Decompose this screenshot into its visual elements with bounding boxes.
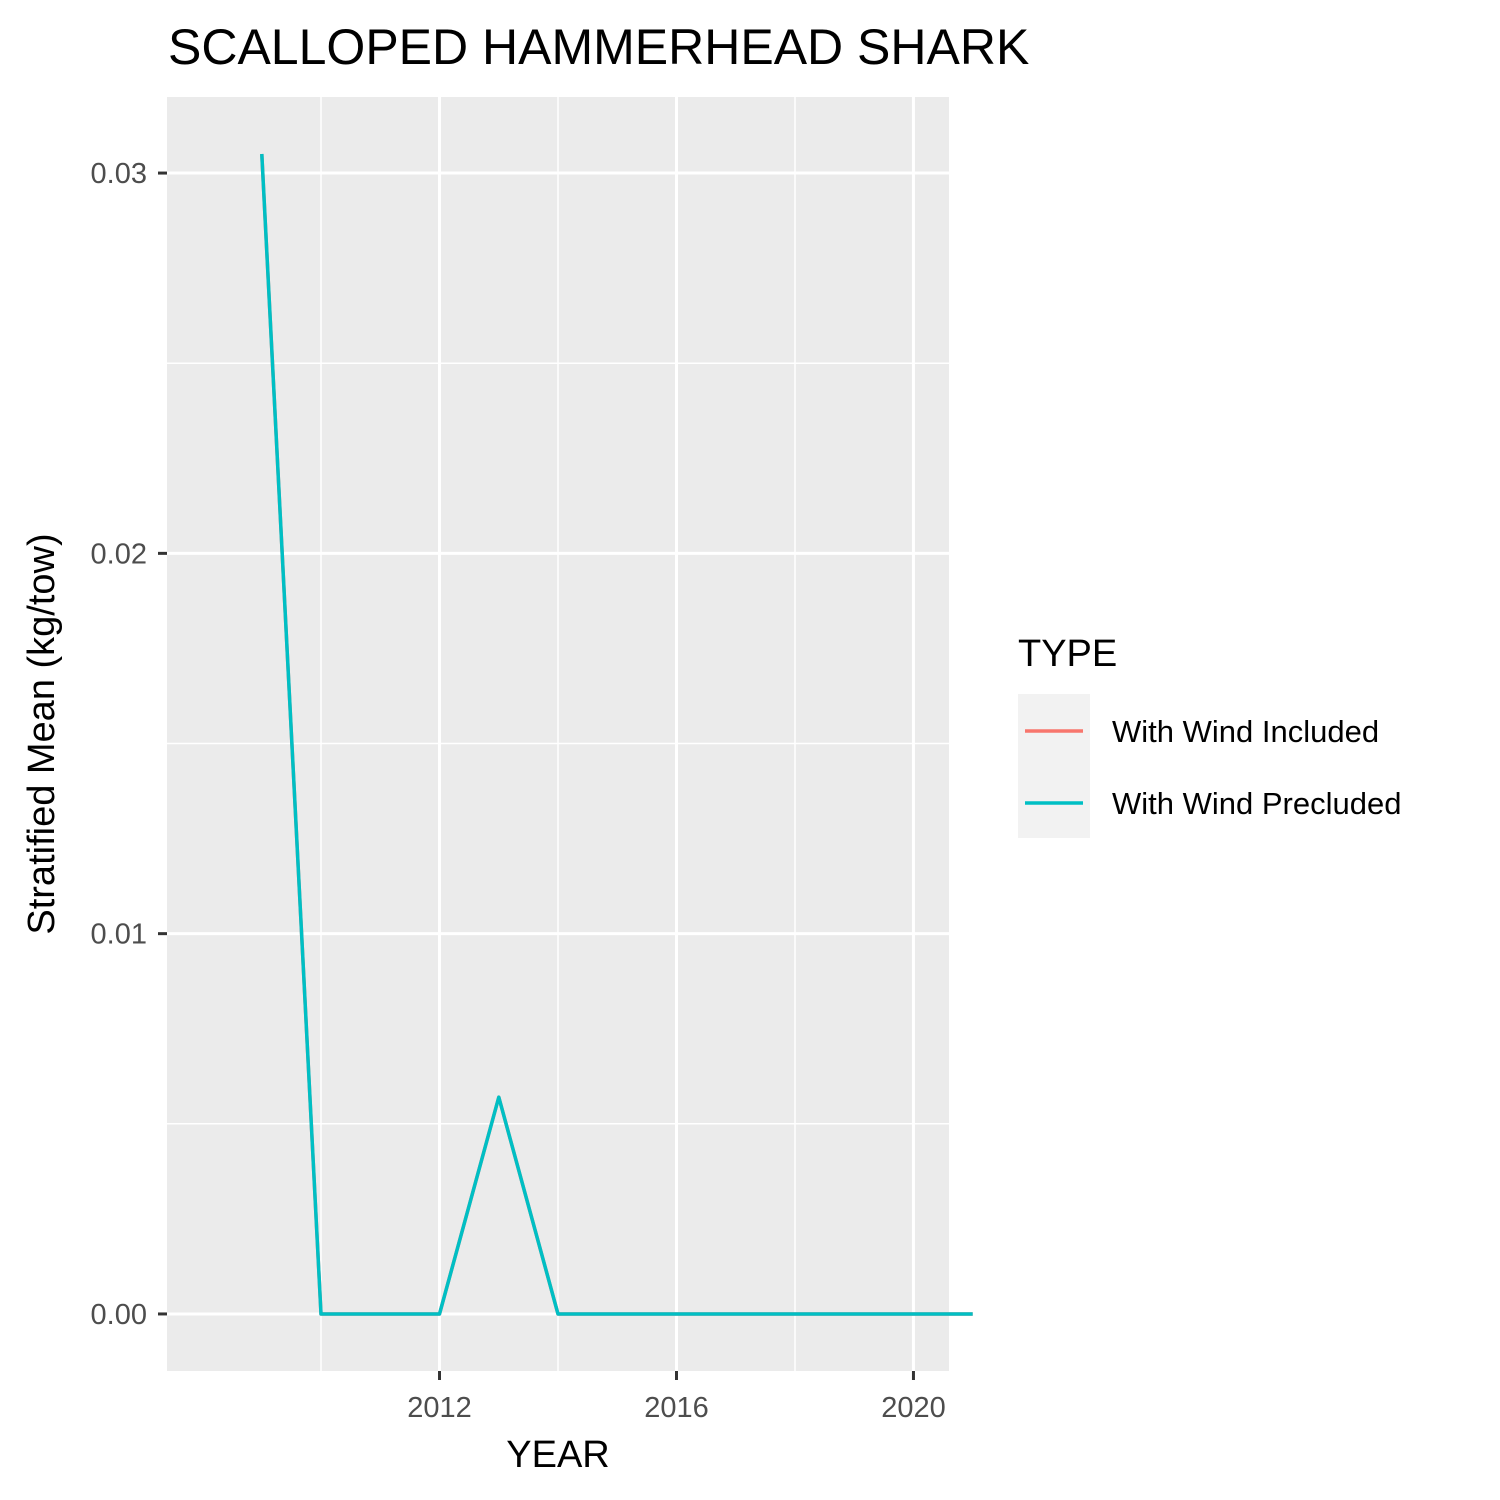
series-line bbox=[260, 153, 973, 1316]
minor-gridlines bbox=[167, 97, 949, 1371]
legend-label: With Wind Included bbox=[1112, 714, 1379, 749]
chart-title: SCALLOPED HAMMERHEAD SHARK bbox=[168, 19, 1029, 75]
y-tick-label: 0.01 bbox=[91, 919, 147, 951]
y-axis-title: Stratified Mean (kg/tow) bbox=[21, 533, 63, 934]
series-lines bbox=[260, 153, 973, 1316]
y-axis: 0.00 0.01 0.02 0.03 bbox=[91, 158, 167, 1331]
x-tick-label: 2020 bbox=[881, 1392, 946, 1424]
x-axis: 2012 2016 2020 bbox=[407, 1371, 946, 1424]
y-tick-label: 0.02 bbox=[91, 538, 147, 570]
legend: TYPE With Wind Included With Wind Preclud… bbox=[1018, 633, 1401, 838]
legend-title: TYPE bbox=[1018, 633, 1117, 675]
x-tick-label: 2016 bbox=[644, 1392, 709, 1424]
x-axis-title: YEAR bbox=[506, 1434, 609, 1476]
x-tick-label: 2012 bbox=[407, 1392, 472, 1424]
legend-label: With Wind Precluded bbox=[1112, 786, 1401, 821]
legend-items: With Wind Included With Wind Precluded bbox=[1025, 714, 1401, 821]
y-tick-label: 0.00 bbox=[91, 1299, 147, 1331]
y-tick-label: 0.03 bbox=[91, 158, 147, 190]
legend-key-background bbox=[1018, 694, 1090, 838]
